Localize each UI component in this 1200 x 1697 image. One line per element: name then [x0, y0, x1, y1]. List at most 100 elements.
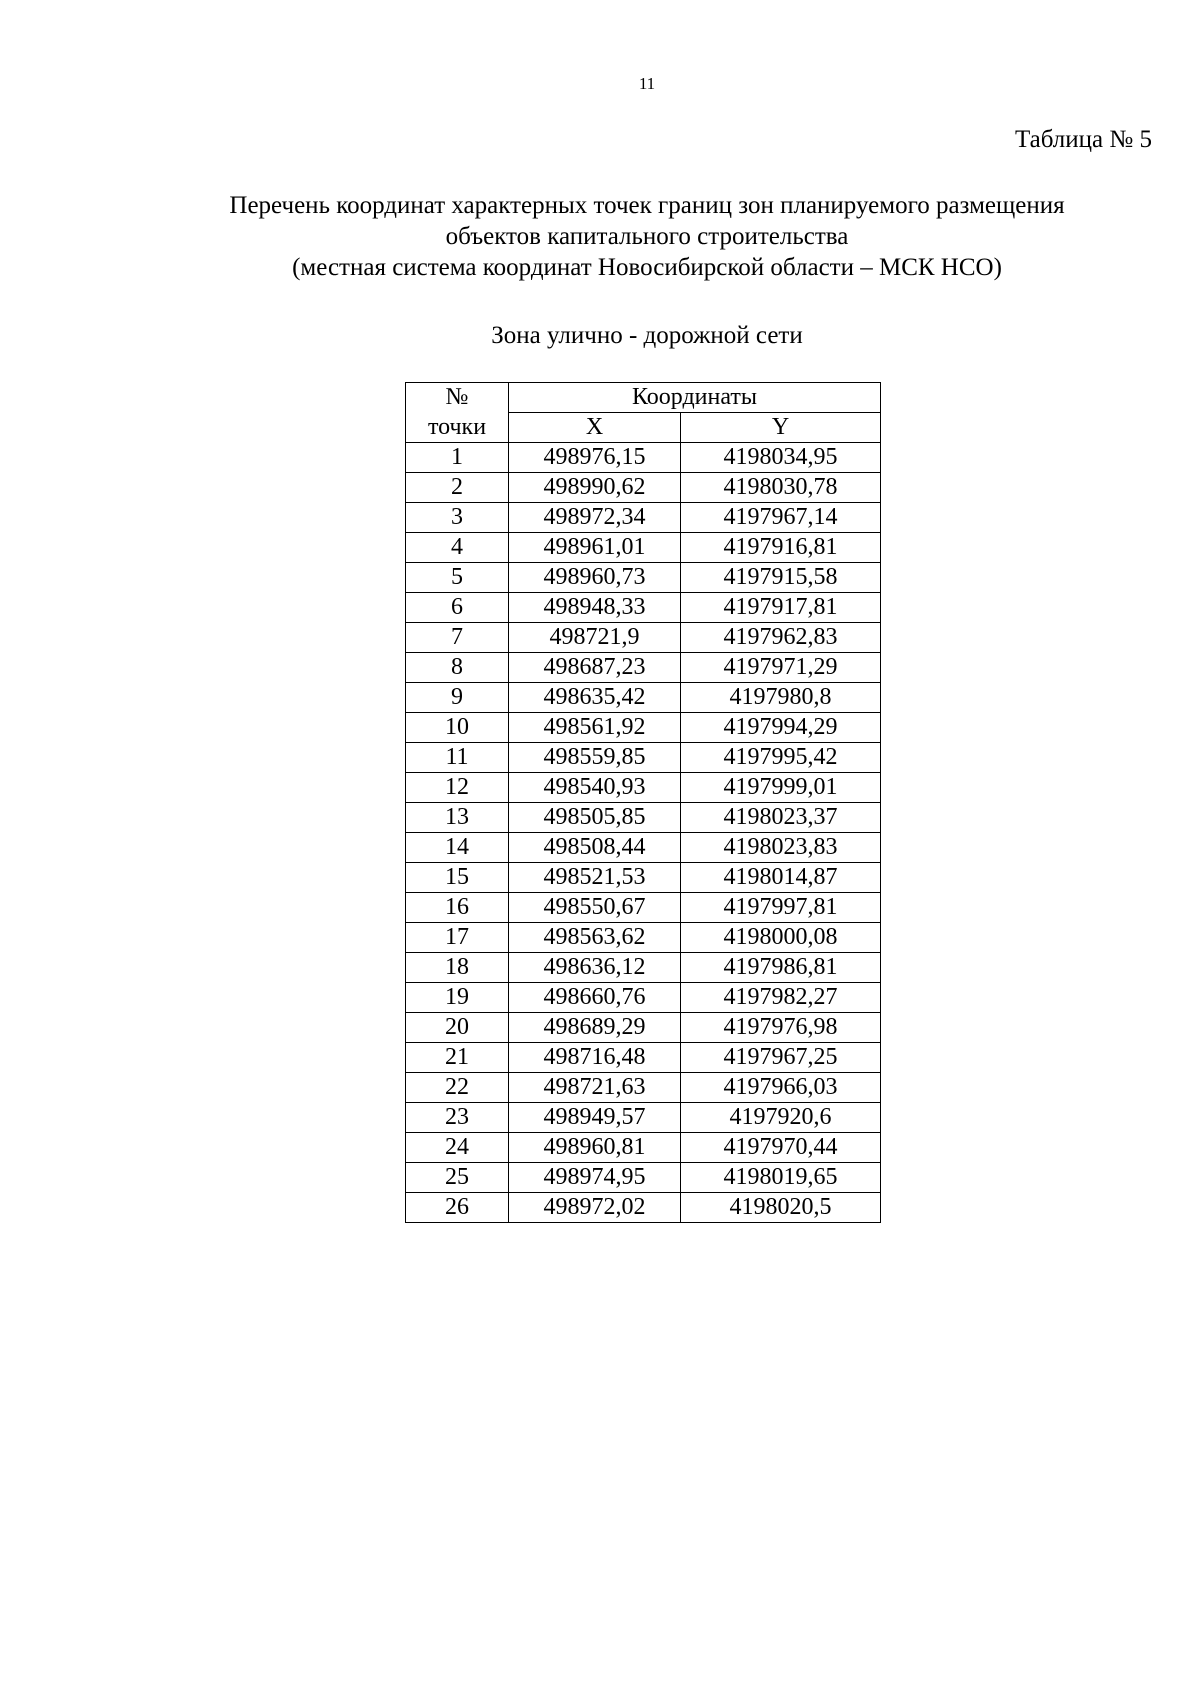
point-no-cell: 21: [405, 1042, 509, 1073]
point-no-cell: 10: [405, 712, 509, 743]
point-no-cell: 6: [405, 592, 509, 623]
zone-title: Зона улично - дорожной сети: [491, 322, 803, 349]
y-cell: 4197999,01: [680, 772, 881, 803]
heading-line: (местная система координат Новосибирской…: [292, 254, 1002, 281]
table-row: 12 498540,93 4197999,01: [405, 772, 881, 803]
x-cell: 498550,67: [508, 892, 681, 923]
point-no-cell: 26: [405, 1192, 509, 1223]
y-cell: 4198000,08: [680, 922, 881, 953]
table-row: 9 498635,42 4197980,8: [405, 682, 881, 713]
y-cell: 4197962,83: [680, 622, 881, 653]
point-no-cell: 12: [405, 772, 509, 803]
table-row: 4 498961,01 4197916,81: [405, 532, 881, 563]
x-cell: 498976,15: [508, 442, 681, 473]
point-no-cell: 4: [405, 532, 509, 563]
point-no-cell: 1: [405, 442, 509, 473]
table-row: 2 498990,62 4198030,78: [405, 472, 881, 503]
point-no-cell: 20: [405, 1012, 509, 1043]
point-no-cell: 15: [405, 862, 509, 893]
table-label: Таблица № 5: [1014, 126, 1152, 153]
table-row: 18 498636,12 4197986,81: [405, 952, 881, 983]
x-cell: 498721,9: [508, 622, 681, 653]
y-cell: 4197982,27: [680, 982, 881, 1013]
y-cell: 4197967,25: [680, 1042, 881, 1073]
point-no-cell: 19: [405, 982, 509, 1013]
point-no-cell: 14: [405, 832, 509, 863]
coordinates-table: № Координаты точки X Y 1 498976,15 4198034…: [405, 382, 881, 1223]
x-cell: 498990,62: [508, 472, 681, 503]
table-row: 16 498550,67 4197997,81: [405, 892, 881, 923]
table-row: 19 498660,76 4197982,27: [405, 982, 881, 1013]
x-cell: 498563,62: [508, 922, 681, 953]
table-row: 21 498716,48 4197967,25: [405, 1042, 881, 1073]
y-cell: 4197917,81: [680, 592, 881, 623]
x-cell: 498972,34: [508, 502, 681, 533]
y-cell: 4197995,42: [680, 742, 881, 773]
header-y: Y: [680, 412, 881, 443]
x-cell: 498960,81: [508, 1132, 681, 1163]
x-cell: 498561,92: [508, 712, 681, 743]
table-row: 25 498974,95 4198019,65: [405, 1162, 881, 1193]
x-cell: 498960,73: [508, 562, 681, 593]
point-no-cell: 5: [405, 562, 509, 593]
x-cell: 498961,01: [508, 532, 681, 563]
table-row: 5 498960,73 4197915,58: [405, 562, 881, 593]
y-cell: 4197967,14: [680, 502, 881, 533]
table-row: 8 498687,23 4197971,29: [405, 652, 881, 683]
table-row: 22 498721,63 4197966,03: [405, 1072, 881, 1103]
x-cell: 498660,76: [508, 982, 681, 1013]
point-no-cell: 16: [405, 892, 509, 923]
x-cell: 498949,57: [508, 1102, 681, 1133]
x-cell: 498687,23: [508, 652, 681, 683]
point-no-cell: 25: [405, 1162, 509, 1193]
point-no-cell: 8: [405, 652, 509, 683]
table-row: 24 498960,81 4197970,44: [405, 1132, 881, 1163]
x-cell: 498559,85: [508, 742, 681, 773]
y-cell: 4197966,03: [680, 1072, 881, 1103]
point-no-cell: 3: [405, 502, 509, 533]
point-no-cell: 13: [405, 802, 509, 833]
table-row: 14 498508,44 4198023,83: [405, 832, 881, 863]
x-cell: 498540,93: [508, 772, 681, 803]
header-coordinates: Координаты: [508, 382, 881, 413]
x-cell: 498505,85: [508, 802, 681, 833]
table-row: 17 498563,62 4198000,08: [405, 922, 881, 953]
x-cell: 498716,48: [508, 1042, 681, 1073]
point-no-cell: 18: [405, 952, 509, 983]
page-number: 11: [638, 74, 656, 93]
point-no-cell: 17: [405, 922, 509, 953]
y-cell: 4197986,81: [680, 952, 881, 983]
table-row: 13 498505,85 4198023,37: [405, 802, 881, 833]
y-cell: 4197994,29: [680, 712, 881, 743]
point-no-cell: 24: [405, 1132, 509, 1163]
point-no-cell: 2: [405, 472, 509, 503]
point-no-cell: 7: [405, 622, 509, 653]
point-no-cell: 23: [405, 1102, 509, 1133]
point-no-cell: 11: [405, 742, 509, 773]
y-cell: 4198014,87: [680, 862, 881, 893]
heading-line: Перечень координат характерных точек гра…: [229, 192, 1065, 219]
table-heading: Перечень координат характерных точек гра…: [120, 190, 1174, 283]
header-x: X: [508, 412, 681, 443]
y-cell: 4198020,5: [680, 1192, 881, 1223]
point-no-cell: 22: [405, 1072, 509, 1103]
x-cell: 498972,02: [508, 1192, 681, 1223]
table-row: 7 498721,9 4197962,83: [405, 622, 881, 653]
header-point-no: №: [405, 382, 509, 413]
y-cell: 4197997,81: [680, 892, 881, 923]
y-cell: 4197980,8: [680, 682, 881, 713]
table-row: 1 498976,15 4198034,95: [405, 442, 881, 473]
table-row: 15 498521,53 4198014,87: [405, 862, 881, 893]
y-cell: 4198034,95: [680, 442, 881, 473]
y-cell: 4197971,29: [680, 652, 881, 683]
table-row: 6 498948,33 4197917,81: [405, 592, 881, 623]
table-row: 10 498561,92 4197994,29: [405, 712, 881, 743]
y-cell: 4198030,78: [680, 472, 881, 503]
x-cell: 498974,95: [508, 1162, 681, 1193]
x-cell: 498636,12: [508, 952, 681, 983]
y-cell: 4198023,83: [680, 832, 881, 863]
point-no-cell: 9: [405, 682, 509, 713]
y-cell: 4198023,37: [680, 802, 881, 833]
header-point-label: точки: [405, 412, 509, 443]
x-cell: 498521,53: [508, 862, 681, 893]
